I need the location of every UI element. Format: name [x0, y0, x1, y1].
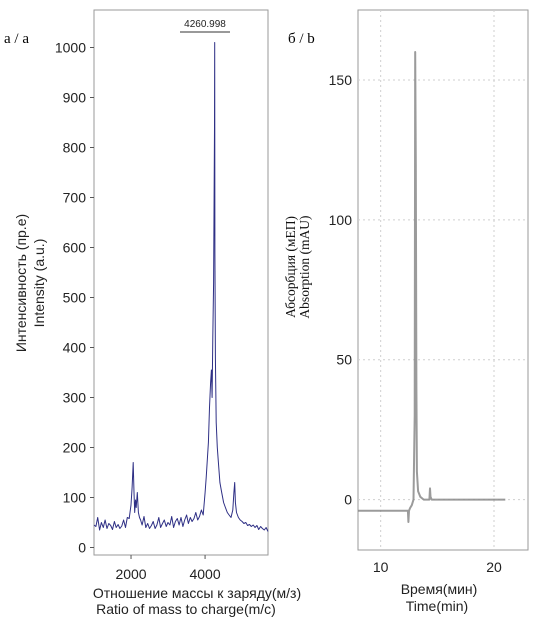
panel-b-grid [358, 10, 528, 550]
panel-a-spectrum-line [93, 42, 269, 532]
panel-a-y-tick-label: 100 [63, 490, 87, 506]
panel-b-x-axis: 10 20 [373, 559, 502, 575]
panel-a-x-title-ru: Отношение массы к заряду(м/з) [93, 585, 301, 601]
panel-a-y-title-en: Intensity (a.u.) [31, 239, 47, 328]
panel-b-plot-frame [357, 9, 529, 551]
panel-a-label: a / a [4, 31, 29, 47]
panel-b: б / b 0 50 100 150 10 20 Абсорбция (мЕП) Abs… [283, 9, 529, 614]
panel-b-y-tick-label: 0 [344, 492, 352, 508]
panel-a-x-axis: 2000 4000 [115, 555, 221, 582]
panel-a-y-tick-label: 400 [63, 340, 87, 356]
panel-b-x-tick-label: 10 [373, 559, 389, 575]
panel-a-peak-label: 4260.998 [184, 19, 226, 30]
panel-b-label: б / b [288, 31, 315, 47]
panel-a-y-tick-label: 500 [63, 290, 87, 306]
panel-a-y-title-ru: Интенсивность (пр.е) [13, 214, 29, 352]
panel-b-y-title-en: Absorption (mAU) [297, 215, 312, 318]
panel-b-x-title-en: Time(min) [406, 598, 468, 614]
panel-b-y-tick-label: 100 [329, 212, 353, 228]
panel-a-y-tick-label: 600 [63, 240, 87, 256]
panel-a-x-tick-label: 4000 [189, 566, 220, 582]
panel-a-x-tick-label: 2000 [115, 566, 146, 582]
panel-a-y-tick-label: 1000 [55, 40, 86, 56]
panel-a-y-tick-label: 300 [63, 390, 87, 406]
panel-b-y-axis: 0 50 100 150 [329, 72, 353, 508]
panel-a-y-tick-label: 800 [63, 140, 87, 156]
panel-a-y-tick-label: 700 [63, 190, 87, 206]
panel-b-chromatogram-line [358, 51, 506, 523]
panel-b-y-tick-label: 150 [329, 72, 353, 88]
panel-b-x-tick-label: 20 [486, 559, 502, 575]
panel-b-y-tick-label: 50 [336, 352, 352, 368]
panel-a-y-tick-label: 200 [63, 440, 87, 456]
panel-b-x-title-ru: Время(мин) [401, 581, 478, 597]
panel-b-y-title-ru: Абсорбция (мЕП) [283, 216, 298, 318]
panel-a: a / a 0 100 200 300 400 500 600 700 800 900 1000 2… [4, 9, 301, 617]
panel-a-x-title-en: Ratio of mass to charge(m/c) [96, 601, 276, 617]
panel-a-y-axis: 0 100 200 300 400 500 600 700 800 900 1000 [55, 40, 94, 556]
panel-a-y-tick-label: 900 [63, 90, 87, 106]
panel-a-plot-frame [93, 9, 269, 556]
panel-a-y-tick-label: 0 [78, 540, 86, 556]
